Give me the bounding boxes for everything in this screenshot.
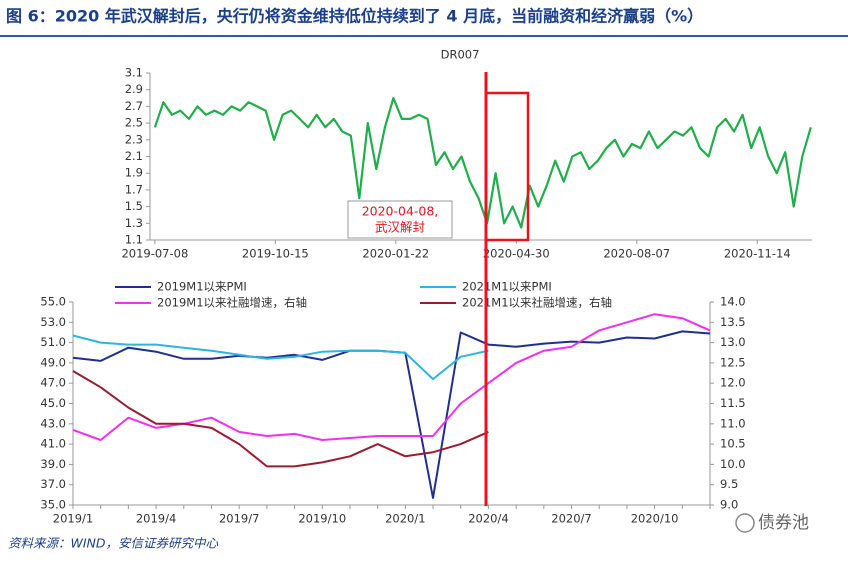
y-tick-label: 11.0 [720, 416, 746, 430]
y-tick-label: 35.0 [40, 498, 66, 512]
watermark: 债券池 [758, 513, 809, 533]
y-tick-label: 3.1 [125, 66, 143, 80]
chart-title: DR007 [441, 48, 480, 62]
annotation: 武汉解封 [375, 220, 425, 235]
x-tick-label: 2020/4 [468, 512, 508, 526]
x-tick-label: 2019-07-08 [121, 247, 188, 261]
y-tick-label: 55.0 [40, 295, 66, 309]
legend-label: 2021M1以来PMI [462, 280, 552, 294]
x-tick-label: 2019-10-15 [242, 247, 309, 261]
y-tick-label: 12.5 [720, 355, 746, 369]
line-series [72, 313, 711, 441]
legend-label: 2019M1以来社融增速，右轴 [157, 296, 307, 310]
y-tick-label: 2.1 [125, 149, 143, 163]
y-tick-label: 1.7 [125, 182, 143, 196]
y-tick-label: 14.0 [720, 295, 746, 309]
y-tick-label: 37.0 [40, 477, 66, 491]
highlight-box [484, 91, 530, 242]
x-tick-label: 2020-04-30 [483, 247, 550, 261]
x-tick-label: 2019/4 [136, 512, 176, 526]
y-tick-label: 1.3 [125, 216, 143, 230]
annotation-box [347, 200, 453, 239]
legend-label: 2021M1以来社融增速，右轴 [462, 296, 612, 310]
x-tick-label: 2020-08-07 [603, 247, 670, 261]
x-tick-label: 2019/1 [53, 512, 93, 526]
figure-title: 图 6：2020 年武汉解封后，央行仍将资金维持低位持续到了 4 月底，当前融资… [6, 7, 703, 26]
line-series [72, 370, 489, 468]
x-tick-label: 2019/10 [298, 512, 346, 526]
y-tick-label: 2.9 [125, 82, 143, 96]
y-tick-label: 1.1 [125, 233, 143, 247]
y-tick-label: 12.0 [720, 376, 746, 390]
y-tick-label: 45.0 [40, 396, 66, 410]
line-series [153, 97, 812, 229]
y-tick-label: 13.0 [720, 335, 746, 349]
x-tick-label: 2020/1 [385, 512, 425, 526]
x-tick-label: 2020/10 [631, 512, 679, 526]
y-tick-label: 9.5 [720, 477, 738, 491]
line-series [72, 330, 711, 499]
y-tick-label: 11.5 [720, 396, 746, 410]
y-tick-label: 43.0 [40, 416, 66, 430]
y-tick-label: 41.0 [40, 437, 66, 451]
line-series [72, 334, 489, 381]
x-tick-label: 2019/7 [219, 512, 259, 526]
y-tick-label: 51.0 [40, 335, 66, 349]
x-tick-label: 2020/7 [551, 512, 591, 526]
y-tick-label: 10.0 [720, 457, 746, 471]
source: 资料来源：WIND，安信证券研究中心 [8, 536, 219, 551]
y-tick-label: 9.0 [720, 498, 738, 512]
legend-label: 2019M1以来PMI [157, 280, 247, 294]
watermark-icon [735, 513, 755, 533]
y-tick-label: 13.5 [720, 315, 746, 329]
y-tick-label: 49.0 [40, 355, 66, 369]
annotation: 2020-04-08, [362, 204, 439, 219]
y-tick-label: 1.9 [125, 166, 143, 180]
y-tick-label: 2.5 [125, 116, 143, 130]
x-tick-label: 2020-11-14 [724, 247, 791, 261]
y-tick-label: 10.5 [720, 437, 746, 451]
y-tick-label: 47.0 [40, 376, 66, 390]
y-tick-label: 2.3 [125, 132, 143, 146]
x-tick-label: 2020-01-22 [362, 247, 429, 261]
y-tick-label: 39.0 [40, 457, 66, 471]
y-tick-label: 53.0 [40, 315, 66, 329]
y-tick-label: 2.7 [125, 99, 143, 113]
y-tick-label: 1.5 [125, 199, 143, 213]
